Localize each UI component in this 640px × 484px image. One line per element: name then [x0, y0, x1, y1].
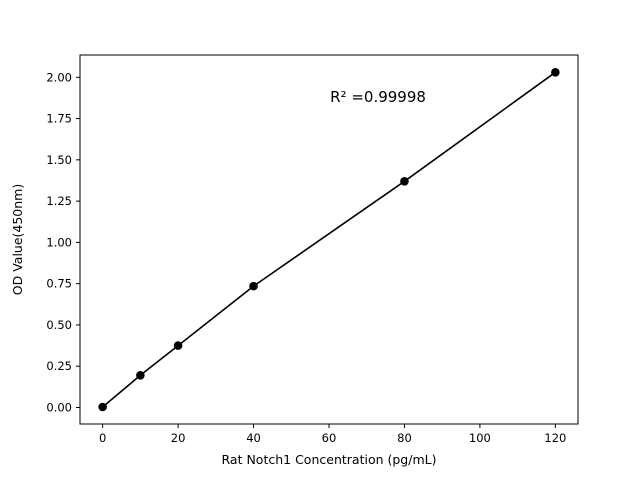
x-axis-title: Rat Notch1 Concentration (pg/mL) — [222, 452, 437, 467]
fit-line — [101, 71, 557, 408]
x-tick-label: 60 — [322, 431, 337, 445]
data-point — [136, 370, 145, 380]
y-tick-label: 0.25 — [46, 359, 72, 373]
y-tick-label: 1.00 — [46, 235, 72, 249]
data-point — [551, 68, 560, 77]
x-tick-label: 0 — [99, 431, 106, 445]
data-point — [98, 402, 107, 412]
x-tick-label: 100 — [469, 431, 491, 445]
data-point — [400, 177, 409, 186]
y-tick-label: 1.25 — [46, 194, 72, 208]
x-tick-label: 20 — [171, 431, 186, 445]
y-tick-label: 2.00 — [46, 70, 72, 84]
x-tick-label: 120 — [544, 431, 566, 445]
y-tick-label: 0.50 — [46, 318, 72, 332]
y-tick-label: 1.50 — [46, 153, 72, 167]
y-tick-label: 1.75 — [46, 112, 72, 126]
data-point — [173, 341, 183, 350]
y-tick-label: 0.75 — [46, 277, 72, 291]
x-tick-label: 80 — [397, 431, 412, 445]
y-tick-label: 0.00 — [46, 400, 72, 414]
data-point — [249, 281, 258, 291]
y-axis-title: OD Value(450nm) — [10, 184, 25, 295]
r-squared-annotation: R² =0.99998 — [330, 88, 426, 106]
x-tick-label: 40 — [246, 431, 261, 445]
